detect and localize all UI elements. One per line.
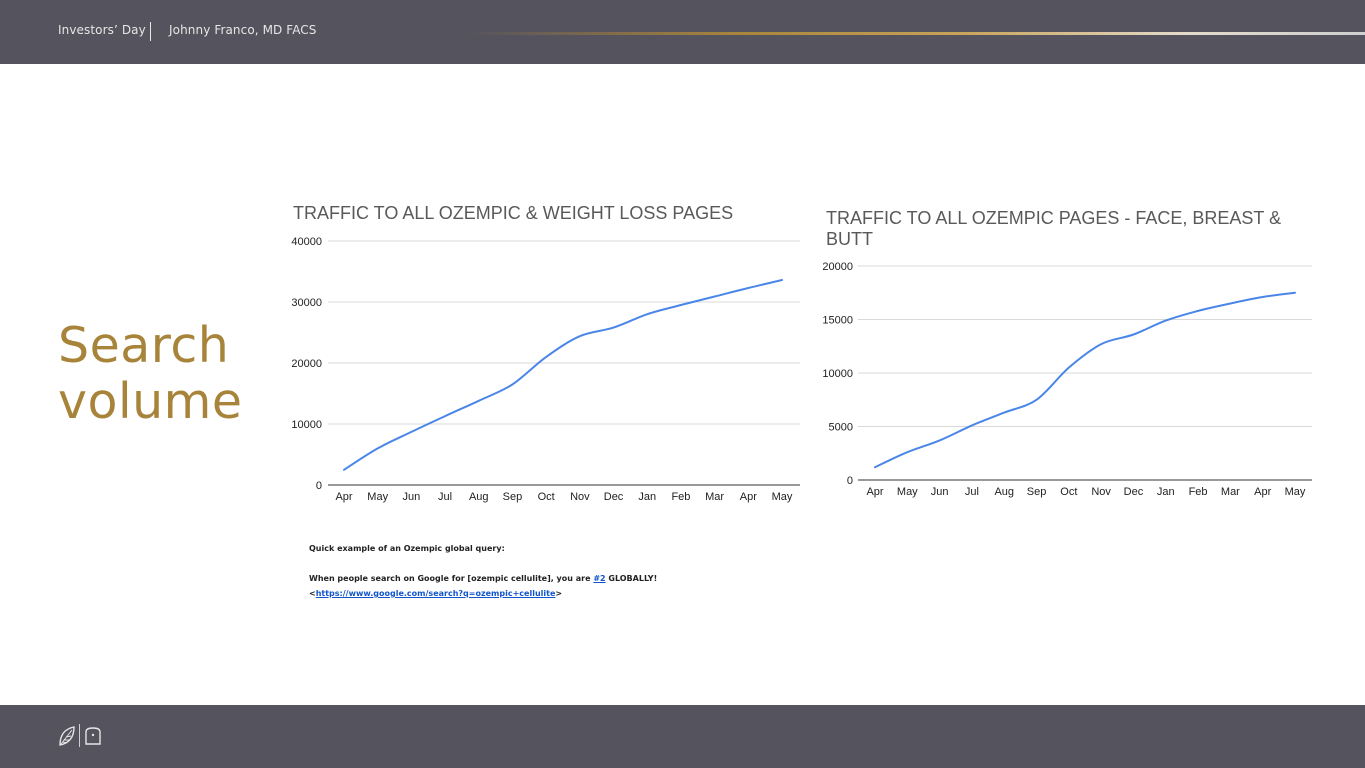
chart1-y-tick-label: 0 — [316, 480, 322, 492]
chart2-title: TRAFFIC TO ALL OZEMPIC PAGES - FACE, BRE… — [826, 208, 1282, 249]
chart2-data-point — [1197, 310, 1199, 312]
chart2-x-tick-label: Oct — [1060, 486, 1077, 498]
chart2-x-tick-label: Nov — [1091, 486, 1111, 498]
chart2-y-tick-label: 10000 — [822, 368, 853, 380]
rank-link[interactable]: #2 — [593, 574, 606, 583]
chart1-data-point — [713, 295, 715, 297]
note-url-line: <https://www.google.com/search?q=ozempic… — [309, 589, 562, 598]
slide-title-line1: Search — [58, 317, 230, 374]
chart2-data-point — [1165, 319, 1167, 321]
url-close: > — [555, 589, 563, 598]
chart1-y-tick-label: 40000 — [291, 236, 322, 248]
chart2-data-point — [1229, 302, 1231, 304]
chart1-x-tick-label: Jan — [638, 491, 656, 503]
chart1-title: TRAFFIC TO ALL OZEMPIC & WEIGHT LOSS PAG… — [293, 203, 734, 223]
chart1-data-point — [747, 287, 749, 289]
gold-accent-line — [470, 32, 1365, 35]
chart2-x-tick-label: May — [897, 486, 918, 498]
chart2-data-point — [1003, 411, 1005, 413]
chart1-data-point — [343, 469, 345, 471]
presenter-name: Johnny Franco, MD FACS — [169, 23, 317, 37]
chart2-data-point — [906, 451, 908, 453]
footer-bar — [0, 705, 1365, 768]
chart1-x-tick-label: Nov — [570, 491, 590, 503]
chart1-data-point — [579, 335, 581, 337]
chart1-data-point — [545, 356, 547, 358]
chart2-data-point — [1100, 343, 1102, 345]
chart1-x-tick-label: Aug — [469, 491, 489, 503]
chart2-y-tick-label: 5000 — [829, 422, 853, 434]
chart2-x-tick-label: May — [1285, 486, 1306, 498]
chart1-x-tick-label: Apr — [335, 491, 352, 503]
emblem-logo-icon — [85, 727, 101, 745]
chart2-data-point — [1068, 366, 1070, 368]
chart2-x-tick-label: Mar — [1221, 486, 1240, 498]
chart1-data-point — [478, 400, 480, 402]
chart2-x-tick-label: Aug — [994, 486, 1014, 498]
header-bar: Investors’ Day Johnny Franco, MD FACS — [0, 0, 1365, 64]
chart1-y-tick-label: 10000 — [291, 419, 322, 431]
chart2-data-point — [1035, 399, 1037, 401]
chart2-series-line — [874, 291, 1296, 469]
chart1-x-tick-label: Oct — [538, 491, 555, 503]
chart1-x-tick-label: Jun — [403, 491, 421, 503]
chart1-x-tick-label: Sep — [503, 491, 523, 503]
chart1-x-tick-label: May — [367, 491, 388, 503]
chart1-x-tick-label: May — [772, 491, 793, 503]
chart2-data-point — [971, 424, 973, 426]
chart2-y-tick-label: 0 — [847, 475, 853, 487]
chart2-x-tick-label: Feb — [1189, 486, 1208, 498]
chart2-y-tick-label: 20000 — [822, 261, 853, 273]
chart2-data-point — [1261, 296, 1263, 298]
chart1-data-point — [781, 279, 783, 281]
chart1-x-tick-label: Feb — [671, 491, 690, 503]
header-divider — [150, 22, 151, 41]
note-line1-end: GLOBALLY! — [605, 574, 658, 583]
chart1-y-tick-label: 30000 — [291, 297, 322, 309]
event-name: Investors’ Day — [58, 23, 146, 37]
chart1-data-point — [511, 383, 513, 385]
note-intro: Quick example of an Ozempic global query… — [309, 544, 505, 553]
chart2-data-point — [938, 439, 940, 441]
footer-logo-divider — [79, 724, 80, 747]
chart1-data-point — [444, 415, 446, 417]
chart2-x-tick-label: Jan — [1157, 486, 1175, 498]
slide-title: Search volume — [58, 318, 243, 430]
chart1-data-point — [680, 304, 682, 306]
chart1-data-point — [646, 313, 648, 315]
chart2-y-tick-label: 15000 — [822, 315, 853, 327]
chart1-x-tick-label: Mar — [705, 491, 724, 503]
chart1-x-tick-label: Dec — [604, 491, 624, 503]
slide-title-line2: volume — [58, 373, 243, 430]
chart2-x-tick-label: Dec — [1124, 486, 1144, 498]
search-url-link[interactable]: https://www.google.com/search?q=ozempic+… — [315, 589, 556, 598]
chart2-data-point — [1132, 333, 1134, 335]
chart2-x-tick-label: Jun — [931, 486, 949, 498]
note-line1: When people search on Google for [ozempi… — [309, 574, 657, 583]
chart2-x-tick-label: Apr — [866, 486, 883, 498]
chart2-data-point — [874, 466, 876, 468]
note-line1-text: When people search on Google for [ozempi… — [309, 574, 594, 583]
chart2-x-tick-label: Jul — [965, 486, 979, 498]
chart2-x-tick-label: Sep — [1027, 486, 1047, 498]
chart1-data-point — [612, 326, 614, 328]
chart1-data-point — [376, 447, 378, 449]
chart1-x-tick-label: Apr — [740, 491, 757, 503]
chart1-data-point — [410, 431, 412, 433]
chart2-data-point — [1294, 292, 1296, 294]
url-open: < — [309, 589, 316, 598]
chart2-x-tick-label: Apr — [1254, 486, 1271, 498]
chart1-x-tick-label: Jul — [438, 491, 452, 503]
leaf-logo-icon — [59, 726, 75, 746]
chart1-y-tick-label: 20000 — [291, 358, 322, 370]
chart1-series-line — [343, 279, 783, 471]
